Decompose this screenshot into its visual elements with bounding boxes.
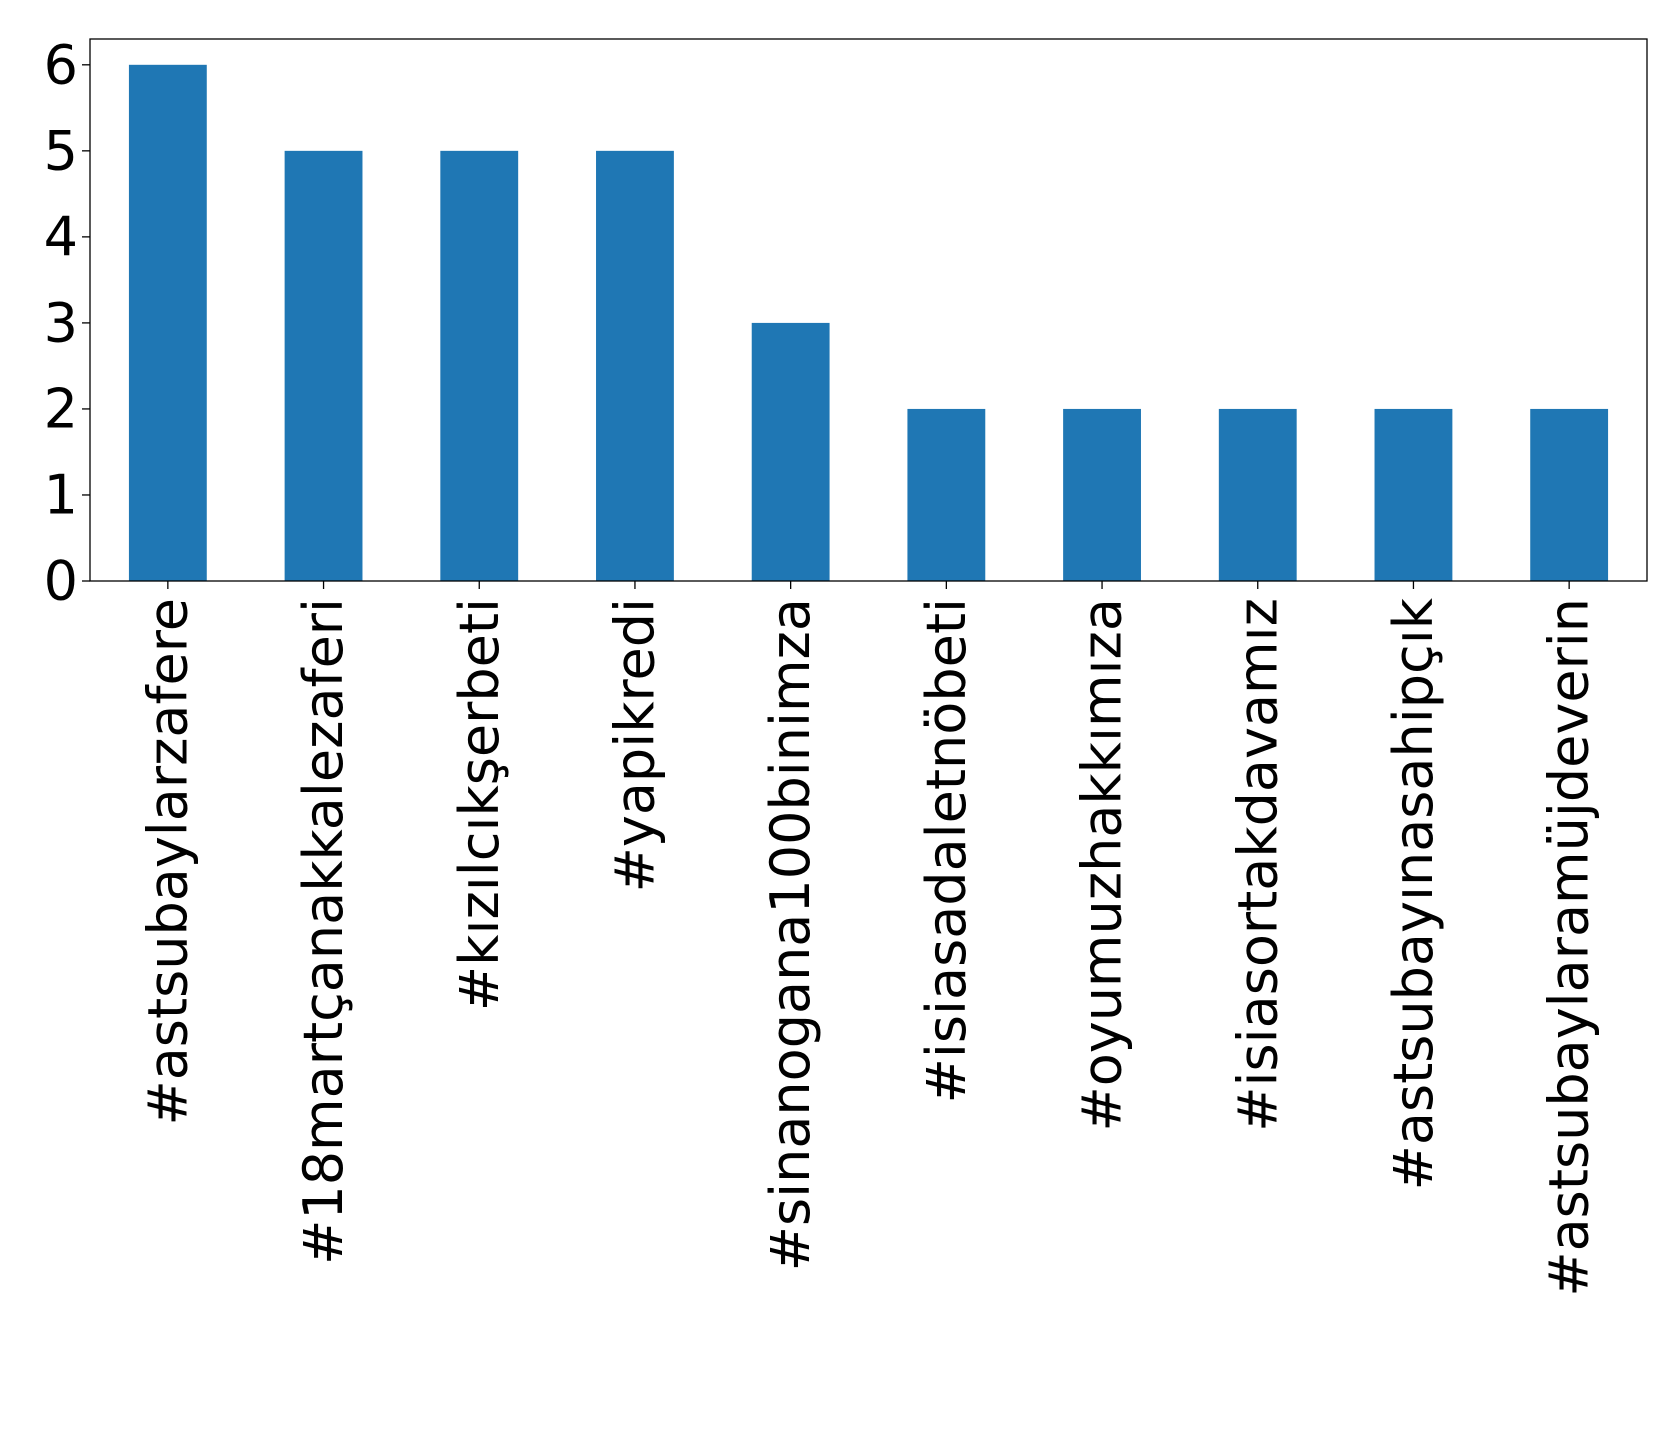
bar-0 <box>128 64 207 582</box>
x-tick-label-4: #sinanogana100binimza <box>759 598 822 1271</box>
x-tick-label-5: #isiasadaletnöbeti <box>915 598 978 1103</box>
x-tick-label-8: #astsubayınasahipçık <box>1382 597 1445 1190</box>
y-axis: 0 1 2 3 4 5 6 <box>44 33 90 613</box>
bar-8 <box>1374 408 1453 581</box>
bar-4 <box>751 322 830 581</box>
bar-5 <box>907 408 986 581</box>
y-tick-label-2: 2 <box>44 377 78 440</box>
bar-9 <box>1530 408 1609 581</box>
bar-6 <box>1063 408 1141 581</box>
x-tick-label-6: #oyumuzhakkımıza <box>1071 598 1134 1132</box>
bar-1 <box>284 150 363 582</box>
x-tick-label-3: #yapikredi <box>603 598 666 892</box>
x-tick-label-0: #astsubaylarzafere <box>136 598 199 1126</box>
plot-frame <box>89 38 1648 582</box>
x-tick-label-1: #18martçanakkalezaferi <box>292 598 355 1265</box>
x-tick-label-2: #kızılcıkşerbeti <box>448 598 511 1011</box>
y-tick-label-3: 3 <box>44 291 78 354</box>
bars-group <box>128 64 1609 582</box>
y-tick-label-0: 0 <box>44 550 78 613</box>
x-axis: #astsubaylarzafere #18martçanakkalezaferi… <box>136 581 1601 1297</box>
y-tick-label-5: 5 <box>44 119 78 182</box>
y-tick-label-1: 1 <box>44 463 78 526</box>
bar-3 <box>596 150 674 582</box>
bar-2 <box>440 150 519 582</box>
y-tick-label-4: 4 <box>44 205 78 268</box>
x-tick-label-9: #astsubaylaramüjdeverin <box>1538 598 1601 1297</box>
x-tick-label-7: #isiasortakdavamız <box>1226 598 1289 1132</box>
y-tick-label-6: 6 <box>44 33 78 96</box>
bar-7 <box>1218 408 1297 581</box>
